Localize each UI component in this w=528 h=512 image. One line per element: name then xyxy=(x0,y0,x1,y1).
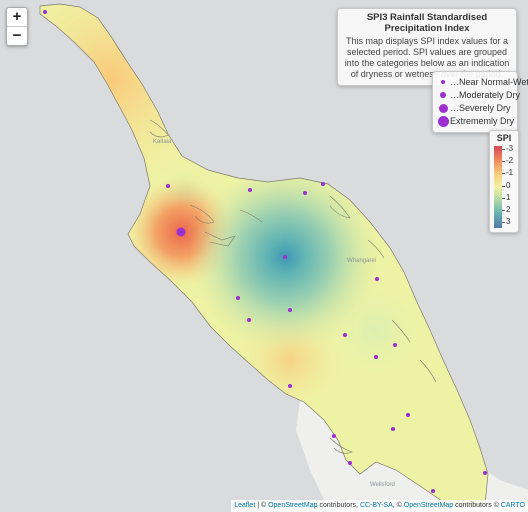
legend-item-label: …Moderately Dry xyxy=(450,90,521,100)
zoom-in-button[interactable]: + xyxy=(12,8,22,25)
info-title: SPI3 Rainfall Standardised Precipitation… xyxy=(366,12,488,34)
scale-gradient-bar xyxy=(494,146,502,228)
station-marker[interactable] xyxy=(375,277,379,281)
legend-item-extremely-dry: Extrememly Dry xyxy=(436,115,514,127)
info-panel: SPI3 Rainfall Standardised Precipitation… xyxy=(337,8,517,86)
station-marker[interactable] xyxy=(431,489,435,493)
station-marker[interactable] xyxy=(248,188,252,192)
legend-item-label: Extrememly Dry xyxy=(450,116,515,126)
scale-label: 3 xyxy=(506,217,511,226)
zoom-out-button[interactable]: − xyxy=(7,26,27,45)
cc-by-sa-link[interactable]: CC-BY-SA xyxy=(359,502,393,509)
legend-dot-icon xyxy=(440,92,446,98)
attribution-text: contributors, xyxy=(317,502,360,509)
leaflet-link[interactable]: Leaflet xyxy=(234,502,256,509)
harbour-outlines xyxy=(149,119,437,454)
scale-label: -2 xyxy=(506,156,514,165)
station-marker[interactable] xyxy=(393,343,397,347)
scale-label: 0 xyxy=(506,181,511,190)
station-marker[interactable] xyxy=(288,308,292,312)
info-description: This map displays SPI index values for a… xyxy=(344,36,510,79)
station-marker[interactable] xyxy=(247,318,251,322)
station-marker[interactable] xyxy=(391,427,395,431)
legend-item-label: …Near Normal-Wet xyxy=(450,77,528,87)
zoom-control: + − xyxy=(6,7,28,46)
legend-dot-icon xyxy=(438,103,448,113)
scale-title: SPI xyxy=(496,133,512,143)
scale-label: -1 xyxy=(506,168,514,177)
station-marker-extremely-dry[interactable] xyxy=(176,227,186,237)
station-marker[interactable] xyxy=(283,255,287,259)
coastline xyxy=(39,3,489,506)
legend-dot-icon xyxy=(437,115,449,127)
station-marker[interactable] xyxy=(236,296,240,300)
station-markers[interactable] xyxy=(43,10,487,493)
category-legend: …Near Normal-Wet …Moderately Dry …Severe… xyxy=(432,71,528,133)
scale-label: -3 xyxy=(506,144,514,153)
station-marker[interactable] xyxy=(43,10,47,14)
station-marker[interactable] xyxy=(303,191,307,195)
station-marker[interactable] xyxy=(166,184,170,188)
station-marker[interactable] xyxy=(348,461,352,465)
place-label-whangarei: Whangarei xyxy=(347,258,376,264)
scale-tick xyxy=(502,149,505,150)
scale-tick xyxy=(502,222,505,223)
legend-item-label: …Severely Dry xyxy=(450,103,511,113)
scale-label: 1 xyxy=(506,193,511,202)
legend-item-moderately-dry: …Moderately Dry xyxy=(436,89,520,101)
place-label-kaitaia: Kaitaia xyxy=(153,139,172,145)
scale-tick xyxy=(502,173,505,174)
openstreetmap-link-2[interactable]: OpenStreetMap xyxy=(403,502,454,509)
legend-dot-icon xyxy=(441,80,445,84)
scale-tick xyxy=(502,198,505,199)
station-marker[interactable] xyxy=(406,413,410,417)
station-marker[interactable] xyxy=(288,384,292,388)
scale-tick xyxy=(502,186,505,187)
attribution-text: contributors © xyxy=(453,502,501,509)
station-marker[interactable] xyxy=(332,434,336,438)
attribution-text: , © xyxy=(392,502,404,509)
carto-link[interactable]: CARTO xyxy=(500,502,525,509)
scale-label: 2 xyxy=(506,205,511,214)
map-attribution: Leaflet | © OpenStreetMap contributors, … xyxy=(231,500,528,512)
scale-tick xyxy=(502,210,505,211)
legend-item-near-normal-wet: …Near Normal-Wet xyxy=(436,76,528,88)
attribution-text: | © xyxy=(255,502,269,509)
place-label-wellsford: Wellsford xyxy=(370,482,395,488)
station-marker[interactable] xyxy=(483,471,487,475)
station-marker[interactable] xyxy=(321,182,325,186)
openstreetmap-link[interactable]: OpenStreetMap xyxy=(268,502,318,509)
station-marker[interactable] xyxy=(374,355,378,359)
scale-tick xyxy=(502,161,505,162)
spi-color-scale: SPI -3 -2 -1 0 1 2 3 xyxy=(489,130,519,233)
legend-item-severely-dry: …Severely Dry xyxy=(436,102,514,114)
station-marker[interactable] xyxy=(343,333,347,337)
